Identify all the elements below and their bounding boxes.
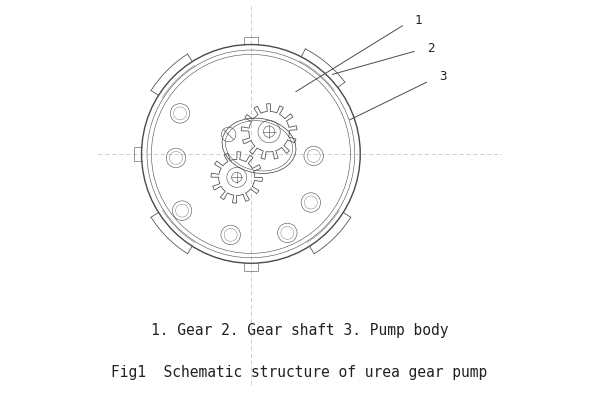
Text: 1: 1	[415, 14, 422, 27]
Text: 2: 2	[427, 42, 435, 55]
Text: Fig1  Schematic structure of urea gear pump: Fig1 Schematic structure of urea gear pu…	[111, 365, 488, 380]
Text: 1. Gear 2. Gear shaft 3. Pump body: 1. Gear 2. Gear shaft 3. Pump body	[151, 322, 448, 338]
Text: 3: 3	[439, 70, 447, 83]
